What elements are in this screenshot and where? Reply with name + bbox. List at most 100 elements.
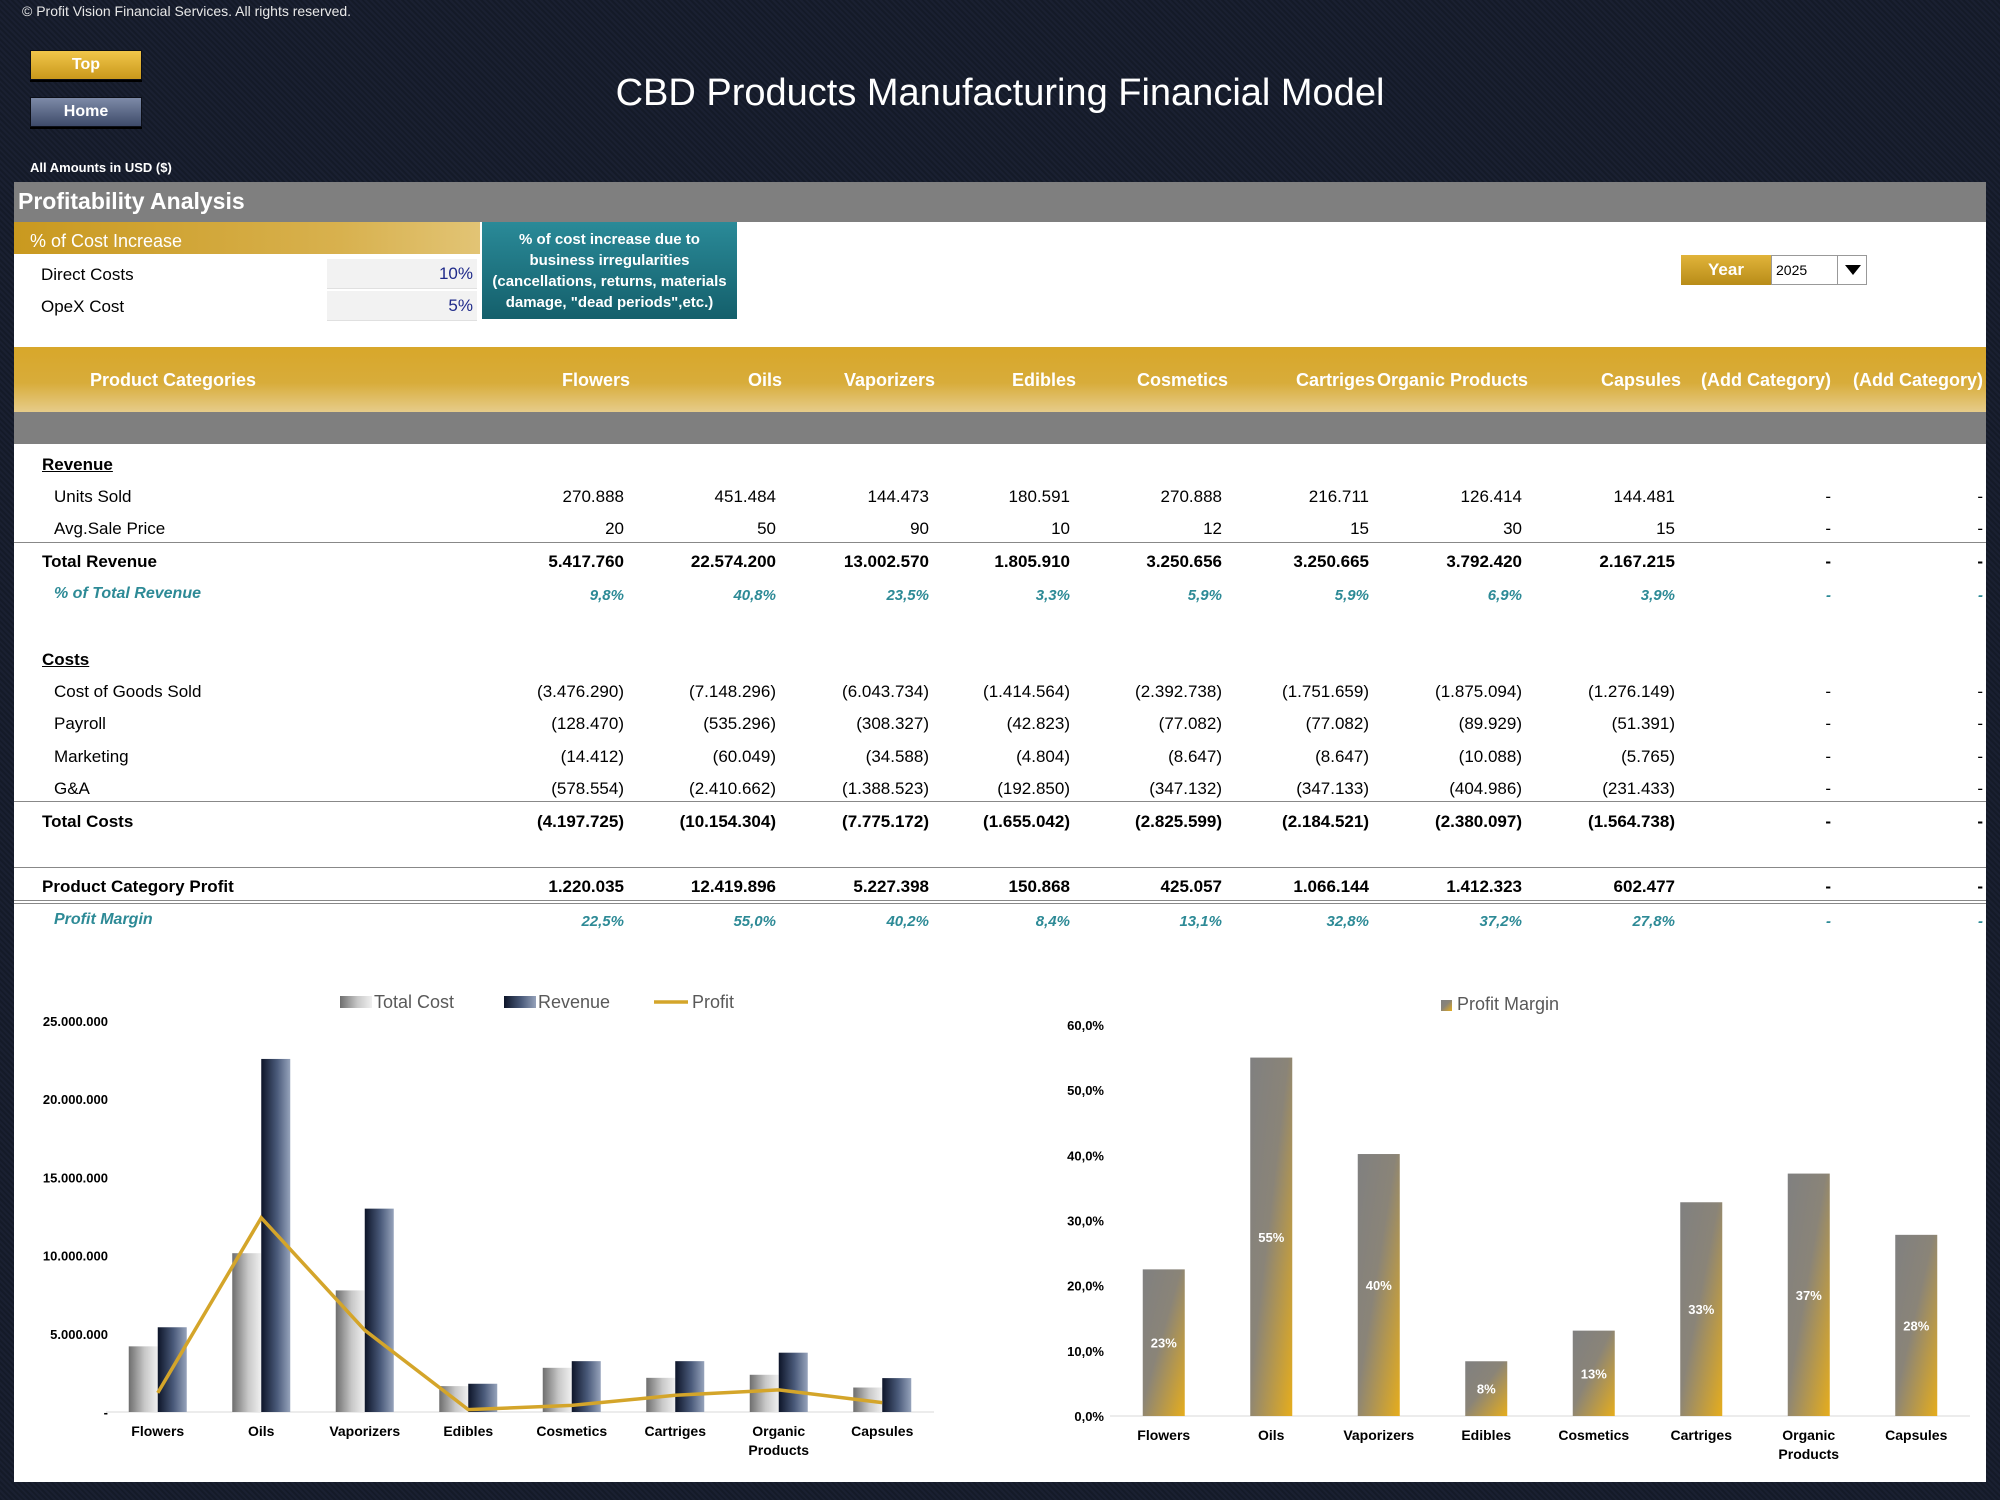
column-header: Cosmetics <box>1136 370 1228 390</box>
home-button[interactable]: Home <box>30 97 142 127</box>
product-categories-header: Product Categories <box>90 370 257 390</box>
category-label: Oils <box>248 1423 275 1439</box>
table-cell: (60.049) <box>712 747 776 766</box>
page-title: CBD Products Manufacturing Financial Mod… <box>615 72 1385 114</box>
category-label: Flowers <box>1137 1427 1190 1443</box>
table-cell: - <box>1825 714 1831 733</box>
table-cell: - <box>1825 779 1831 798</box>
table-cell: (10.154.304) <box>679 812 776 831</box>
row-label: G&A <box>54 779 90 798</box>
table-cell: 1.066.144 <box>1293 877 1369 896</box>
table-cell: - <box>1825 519 1831 538</box>
direct-costs-label: Direct Costs <box>41 265 134 284</box>
y-tick-label: 20.000.000 <box>43 1092 108 1107</box>
table-cell: - <box>1977 714 1983 733</box>
category-label: Vaporizers <box>329 1423 400 1439</box>
table-cell: 5,9% <box>1187 587 1222 604</box>
table-cell: 12.419.896 <box>690 877 776 896</box>
table-cell: 15 <box>1656 519 1675 538</box>
category-label: Cartriges <box>1671 1427 1733 1443</box>
table-cell: (231.433) <box>1602 779 1675 798</box>
category-label: Cartriges <box>645 1423 707 1439</box>
table-cell: 13.002.570 <box>843 552 929 571</box>
legend-swatch <box>504 996 536 1008</box>
separator-line <box>14 903 1986 904</box>
table-cell: 1.220.035 <box>548 877 624 896</box>
category-label: Capsules <box>851 1423 913 1439</box>
table-cell: 3,9% <box>1640 587 1675 604</box>
table-cell: 30 <box>1503 519 1522 538</box>
y-tick-label: 15.000.000 <box>43 1170 108 1185</box>
chevron-down-icon <box>1844 265 1861 275</box>
category-label: Organic <box>1782 1427 1835 1443</box>
profit-margin-bar <box>1357 1154 1400 1416</box>
y-tick-label: 20,0% <box>1067 1279 1104 1294</box>
table-cell: (1.751.659) <box>1282 682 1369 701</box>
table-cell: (3.476.290) <box>537 682 624 701</box>
separator-line <box>14 542 1986 543</box>
direct-costs-input[interactable]: 10% <box>327 259 477 289</box>
profit-margin-bar <box>1680 1202 1723 1416</box>
table-cell: 180.591 <box>1008 487 1070 506</box>
y-tick-label: - <box>104 1405 108 1420</box>
cost-increase-header <box>14 222 480 254</box>
table-cell: 270.888 <box>562 487 624 506</box>
table-cell: (4.804) <box>1016 747 1070 766</box>
table-cell: (2.184.521) <box>1282 812 1369 831</box>
table-cell: (51.391) <box>1611 714 1675 733</box>
profit-margin-bar <box>1465 1361 1508 1416</box>
table-cell: (347.132) <box>1149 779 1222 798</box>
table-cell: (1.276.149) <box>1588 682 1675 701</box>
table-cell: - <box>1977 519 1983 538</box>
column-header: Edibles <box>1011 370 1076 390</box>
table-cell: - <box>1825 812 1831 831</box>
top-button[interactable]: Top <box>30 50 142 80</box>
table-cell: (89.929) <box>1458 714 1522 733</box>
legend-label: Profit Margin <box>1457 994 1559 1014</box>
y-tick-label: 10,0% <box>1067 1344 1104 1359</box>
table-cell: 12 <box>1203 519 1222 538</box>
separator-line <box>14 867 1986 868</box>
table-cell: 1.805.910 <box>994 552 1070 571</box>
opex-cost-input[interactable]: 5% <box>327 291 477 321</box>
table-cell: (1.564.738) <box>1588 812 1675 831</box>
table-cell: - <box>1978 913 1983 930</box>
table-cell: 8,4% <box>1035 913 1070 930</box>
row-label: Total Revenue <box>42 552 157 571</box>
year-dropdown-button[interactable] <box>1837 255 1867 285</box>
opex-cost-label: OpeX Cost <box>41 297 125 316</box>
table-cell: (7.148.296) <box>689 682 776 701</box>
y-tick-label: 30,0% <box>1067 1214 1104 1229</box>
column-header: (Add Category) <box>1701 370 1831 390</box>
profit-margin-bar <box>1572 1330 1615 1416</box>
section-title: Profitability Analysis <box>18 188 245 214</box>
table-cell: 22.574.200 <box>690 552 776 571</box>
table-cell: (8.647) <box>1315 747 1369 766</box>
revenue-bar <box>882 1378 912 1412</box>
row-label: Revenue <box>42 455 113 474</box>
table-cell: (10.088) <box>1458 747 1522 766</box>
y-tick-label: 25.000.000 <box>43 1014 108 1029</box>
table-cell: (77.082) <box>1305 714 1369 733</box>
category-label: Capsules <box>1885 1427 1947 1443</box>
category-label: Edibles <box>1461 1427 1511 1443</box>
cost-increase-note: % of cost increase due to business irreg… <box>482 222 737 319</box>
table-cell: 144.481 <box>1613 487 1675 506</box>
profit-margin-bar <box>1250 1057 1293 1416</box>
category-label: Products <box>748 1442 809 1458</box>
y-tick-label: 0,0% <box>1074 1409 1104 1424</box>
table-cell: (42.823) <box>1006 714 1070 733</box>
category-label: Flowers <box>131 1423 184 1439</box>
table-cell: 150.868 <box>1008 877 1070 896</box>
y-tick-label: 40,0% <box>1067 1148 1104 1163</box>
table-cell: (128.470) <box>551 714 624 733</box>
table-cell: - <box>1977 552 1983 571</box>
table-cell: (1.388.523) <box>842 779 929 798</box>
table-cell: (2.410.662) <box>689 779 776 798</box>
section-bar <box>14 182 1986 222</box>
row-label: Marketing <box>54 747 129 766</box>
currency-note: All Amounts in USD ($) <box>30 160 172 175</box>
table-cell: (1.414.564) <box>983 682 1070 701</box>
table-cell: (14.412) <box>560 747 624 766</box>
table-cell: 5.417.760 <box>548 552 624 571</box>
